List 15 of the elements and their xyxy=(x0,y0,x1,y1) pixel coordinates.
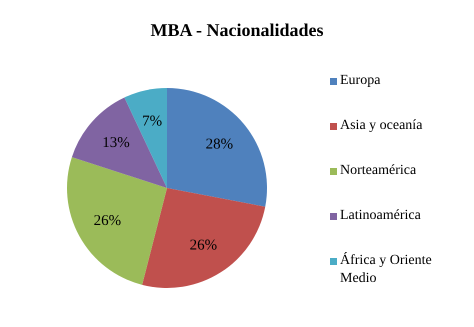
chart-title: MBA - Nacionalidades xyxy=(149,20,324,41)
legend-label: Asia y oceanía xyxy=(340,117,422,135)
legend-label: África y Oriente Medio xyxy=(340,252,433,288)
legend-label: Latinoamérica xyxy=(340,207,421,225)
data-label: 7% xyxy=(142,114,162,130)
legend-label: Europa xyxy=(340,72,380,90)
pie-slice xyxy=(167,88,267,207)
legend-label: Norteamérica xyxy=(340,162,416,180)
pie-slice xyxy=(142,188,266,288)
pie-slice xyxy=(67,157,167,285)
data-label: 26% xyxy=(94,212,122,229)
data-label: 13% xyxy=(102,135,130,152)
data-label: 26% xyxy=(190,237,218,254)
pie-slice xyxy=(72,98,167,188)
data-label: 28% xyxy=(206,136,234,153)
